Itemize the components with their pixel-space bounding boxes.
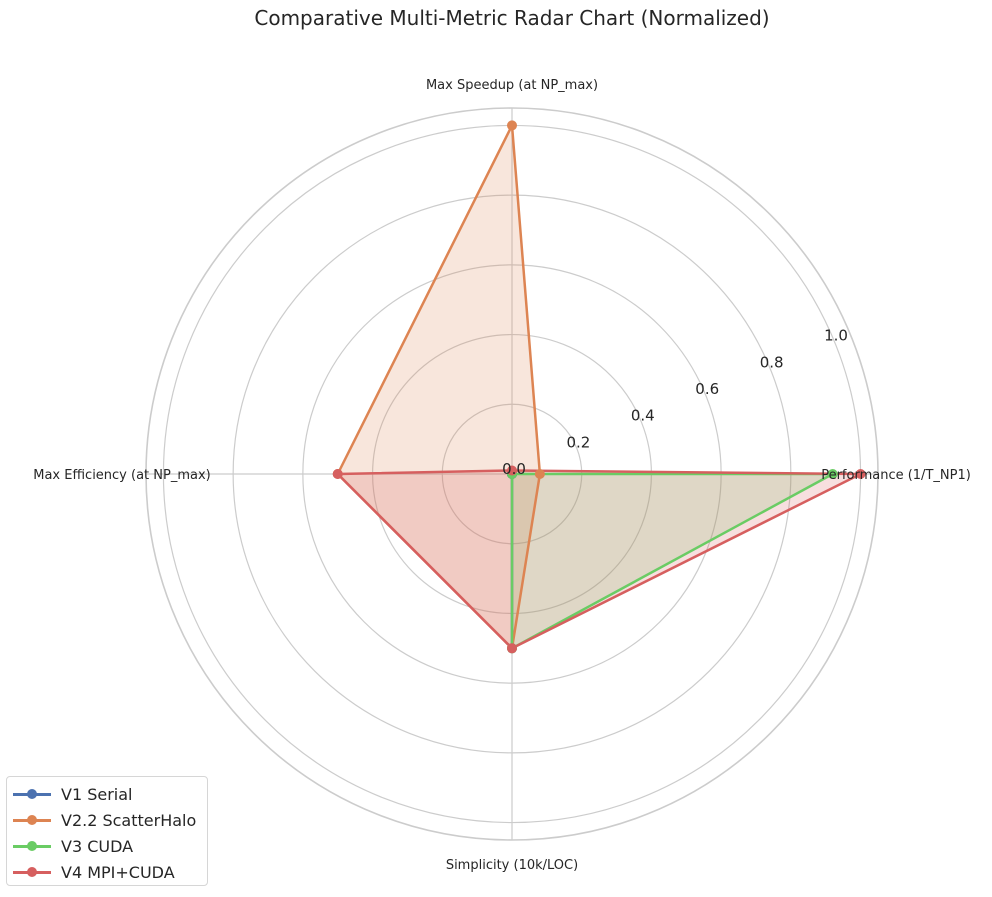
radial-tick-label: 1.0 bbox=[824, 327, 848, 345]
series-fill bbox=[337, 470, 861, 649]
axis-label: Performance (1/T_NP1) bbox=[821, 468, 971, 483]
axis-label: Max Speedup (at NP_max) bbox=[426, 78, 598, 93]
data-point bbox=[507, 120, 517, 131]
legend-label: V3 CUDA bbox=[61, 836, 134, 856]
series-fills bbox=[337, 125, 861, 649]
legend-item: V4 MPI+CUDA bbox=[13, 859, 201, 885]
axis-label: Max Efficiency (at NP_max) bbox=[33, 468, 211, 483]
legend-label: V4 MPI+CUDA bbox=[61, 862, 175, 882]
radial-tick-label: 0.6 bbox=[695, 380, 719, 398]
legend-swatch bbox=[13, 812, 51, 828]
axis-label: Simplicity (10k/LOC) bbox=[446, 858, 578, 873]
legend-swatch bbox=[13, 864, 51, 880]
legend-item: V1 Serial bbox=[13, 781, 201, 807]
series-fill bbox=[337, 125, 540, 649]
data-point bbox=[827, 469, 838, 479]
legend-label: V2.2 ScatterHalo bbox=[61, 810, 197, 830]
data-point bbox=[507, 465, 517, 476]
data-point bbox=[507, 643, 517, 654]
data-point bbox=[534, 469, 545, 479]
legend-swatch bbox=[13, 838, 51, 854]
legend-item: V2.2 ScatterHalo bbox=[13, 807, 201, 833]
series-points bbox=[332, 120, 866, 654]
data-point bbox=[332, 469, 343, 479]
legend-item: V3 CUDA bbox=[13, 833, 201, 859]
legend-label: V1 Serial bbox=[61, 784, 133, 804]
radial-tick-label: 0.8 bbox=[760, 353, 784, 371]
radial-tick-label: 0.4 bbox=[631, 407, 655, 425]
axis-labels: 0.0 0.2 0.4 0.6 0.8 1.0 Performance (1/T_NP1) M… bbox=[33, 78, 971, 873]
legend-swatch bbox=[13, 786, 51, 802]
radial-tick-label: 0.2 bbox=[566, 433, 590, 451]
radial-tick-label: 0.0 bbox=[502, 460, 526, 478]
data-point bbox=[855, 469, 866, 479]
series-line bbox=[510, 472, 834, 650]
legend: V1 Serial V2.2 ScatterHalo V3 CUDA V4 MPI+C… bbox=[6, 776, 208, 886]
chart-title: Comparative Multi-Metric Radar Chart (No… bbox=[254, 6, 770, 30]
